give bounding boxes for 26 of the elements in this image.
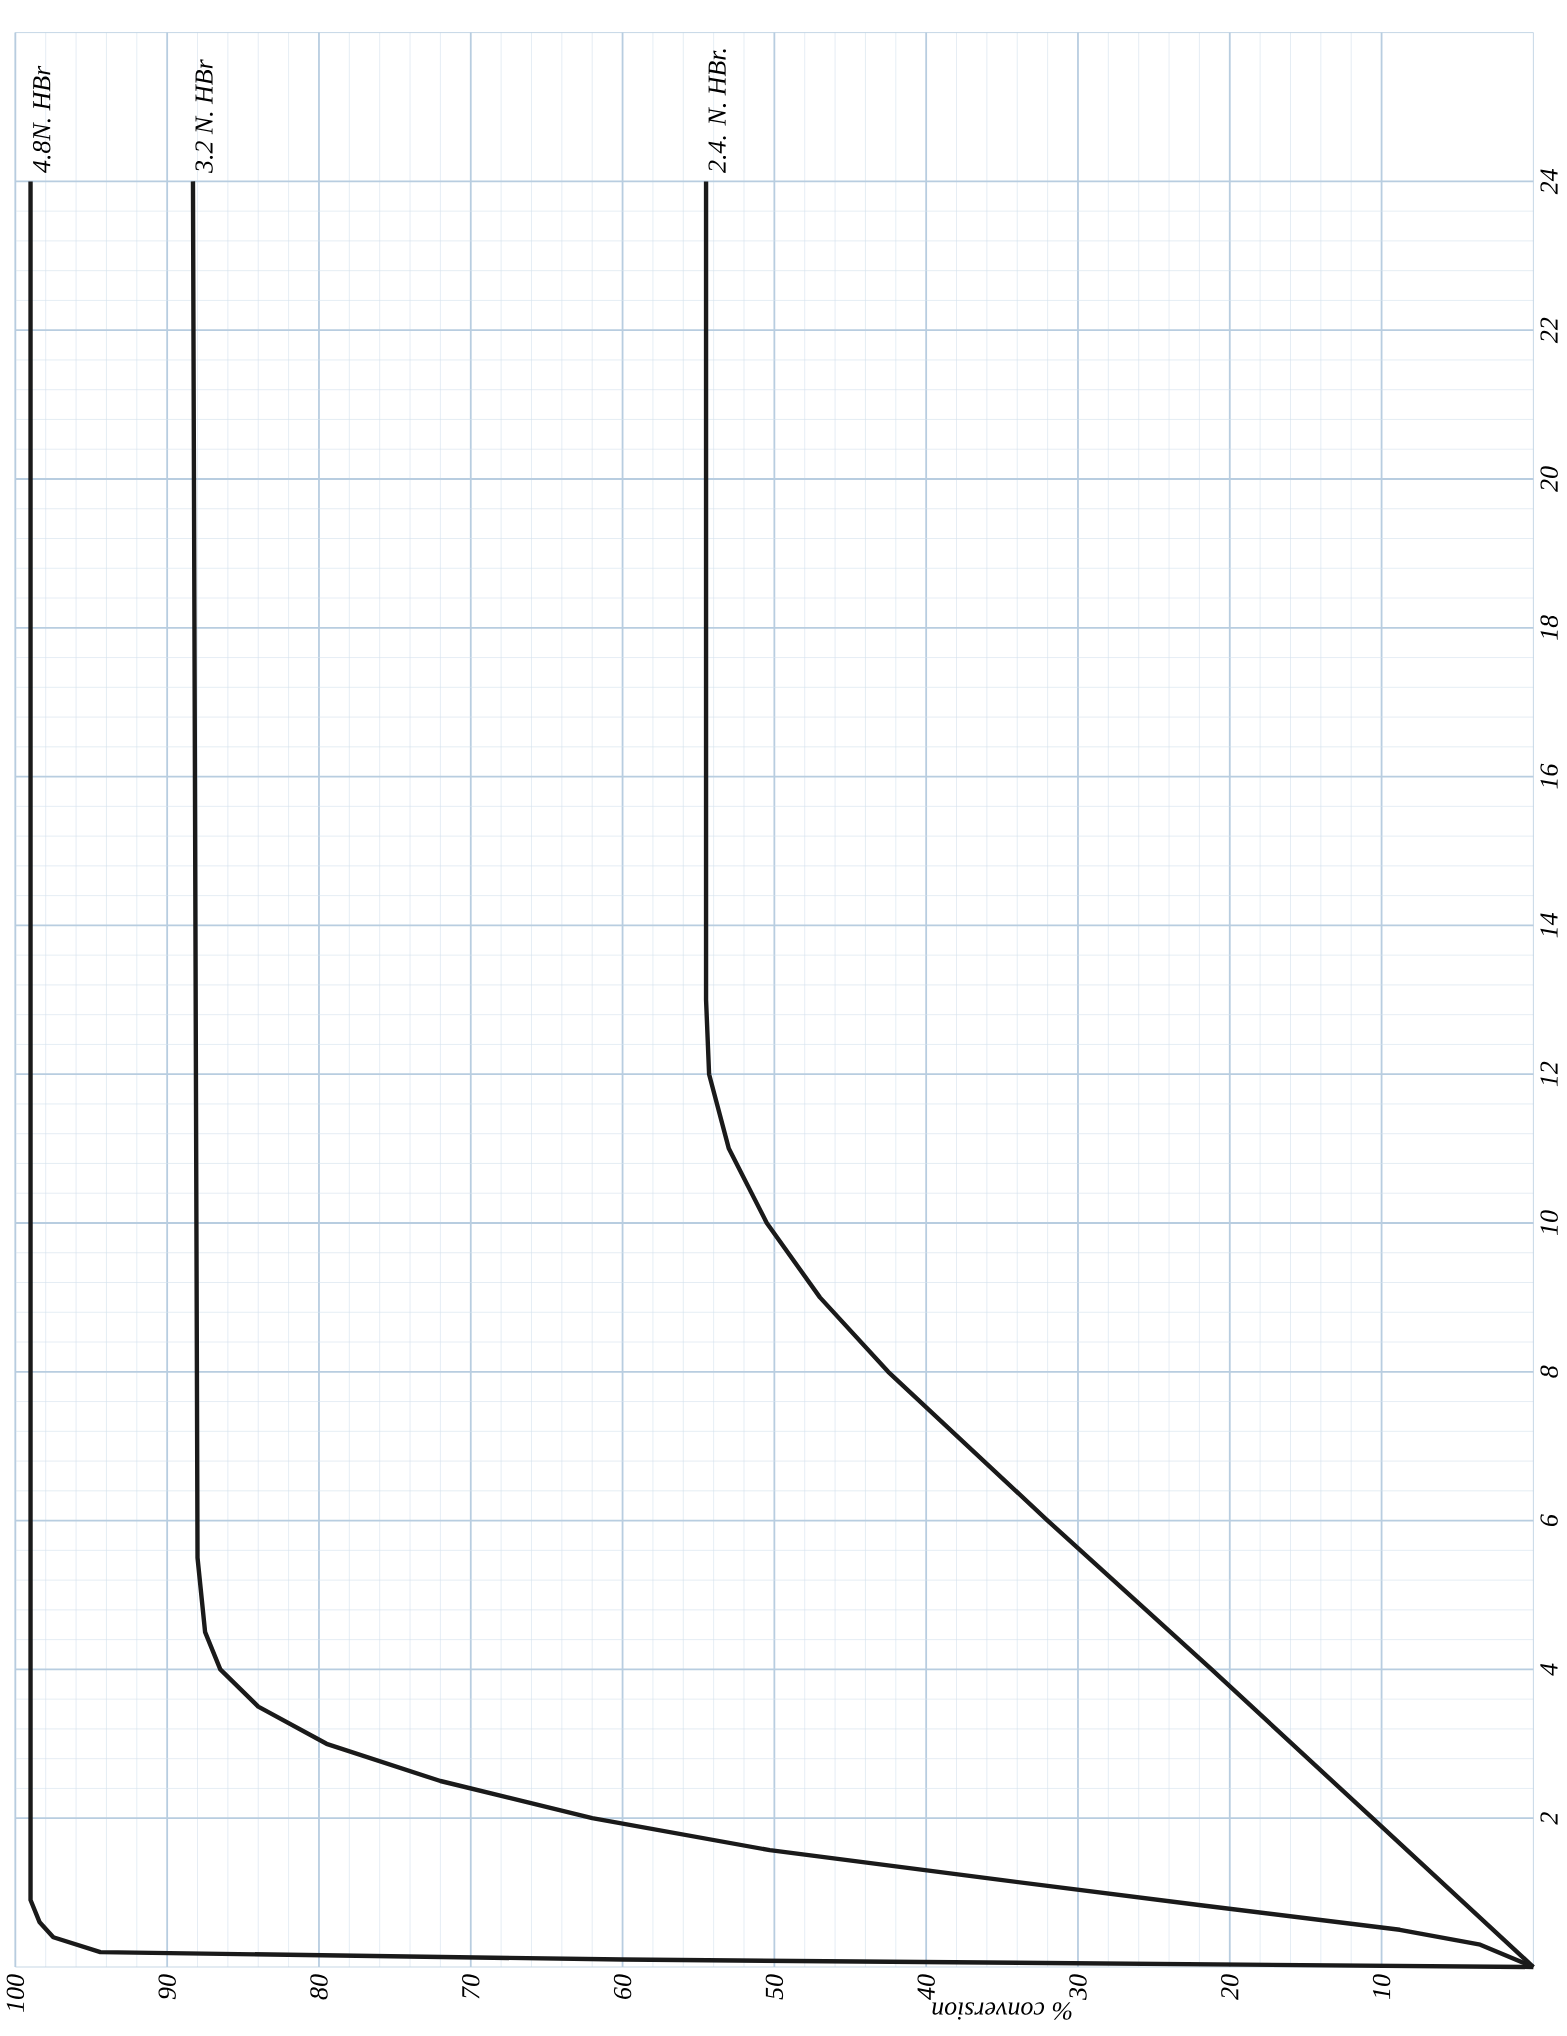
x-tick-label: 10 bbox=[1372, 1974, 1391, 1999]
y-tick-label: 16 bbox=[1540, 763, 1558, 789]
y-tick-label: 6 bbox=[1540, 1514, 1558, 1527]
text: 4.8N. HBr bbox=[32, 65, 51, 173]
y-tick-label: 12 bbox=[1540, 1061, 1558, 1087]
x-tick-label: 90 bbox=[158, 1974, 176, 2000]
text: 3.2 N. HBr bbox=[195, 59, 213, 174]
y-tick-label: 14 bbox=[1540, 913, 1558, 938]
x-tick-label: 20 bbox=[1220, 1974, 1239, 2000]
x-tick-label: 40 bbox=[917, 1974, 935, 2000]
y-tick-label: 22 bbox=[1540, 317, 1558, 344]
x-tick-label: 100 bbox=[6, 1974, 24, 2012]
y-tick-label: 2 bbox=[1540, 1812, 1558, 1825]
y-tick-label: 24 bbox=[1540, 169, 1558, 195]
x-tick-label: 70 bbox=[461, 1974, 480, 1999]
text: 2.4. N. HBr. bbox=[708, 49, 726, 173]
x-tick-label: 50 bbox=[765, 1974, 783, 2000]
x-tick-label: 30 bbox=[1069, 1974, 1087, 2000]
x-tick-label: 80 bbox=[310, 1974, 328, 2000]
x-tick-label: 60 bbox=[613, 1974, 632, 1999]
y-tick-label: 10 bbox=[1540, 1210, 1558, 1235]
y-tick-label: 4 bbox=[1540, 1663, 1558, 1676]
y-tick-label: 18 bbox=[1540, 615, 1558, 640]
x-axis-title: % conversion bbox=[932, 2002, 1072, 2020]
y-tick-label: 20 bbox=[1540, 466, 1558, 492]
y-tick-label: 8 bbox=[1540, 1365, 1558, 1378]
